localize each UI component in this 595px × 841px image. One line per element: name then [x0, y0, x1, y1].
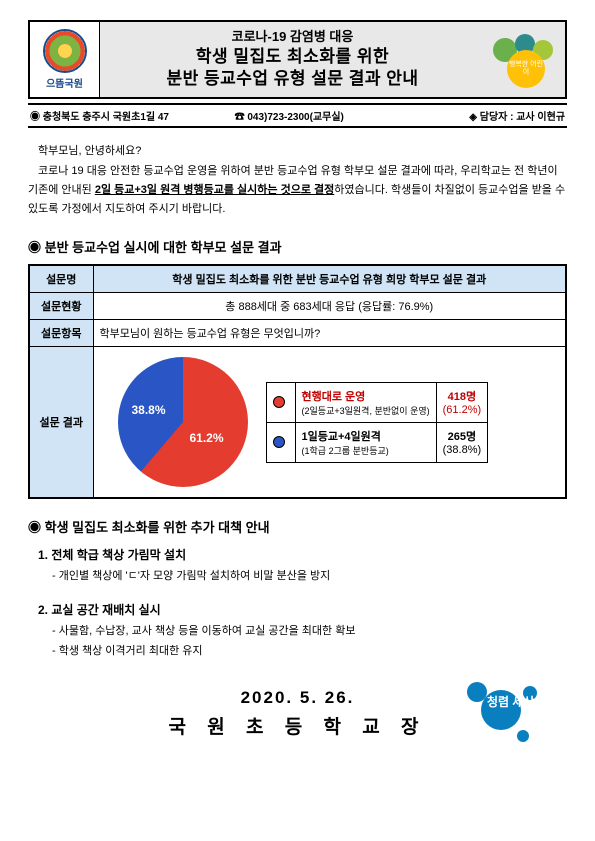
- measure-2-bullet-2: - 학생 책상 이격거리 최대한 유지: [52, 642, 567, 662]
- legend-row2-count: 265명 (38.8%): [436, 422, 488, 462]
- bubble-yellow-text: 행복한 어린이: [507, 50, 545, 88]
- td-status: 총 888세대 중 683세대 응답 (응답률: 76.9%): [93, 293, 566, 320]
- body-text: 학부모님, 안녕하세요? 코로나 19 대응 안전한 등교수업 운영을 위하여 …: [28, 142, 567, 219]
- measure-1-title: 1. 전체 학급 책상 가림막 설치: [38, 546, 567, 563]
- dot-blue-icon: [273, 436, 285, 448]
- title-line-1: 코로나-19 감염병 대응: [104, 28, 481, 46]
- title-cell: 코로나-19 감염병 대응 학생 밀집도 최소화를 위한 분반 등교수업 유형 …: [100, 22, 485, 97]
- stamp-text: 청렴 세상: [487, 696, 535, 709]
- legend-table: 현행대로 운영 (2일등교+3일원격, 분반없이 운영) 418명 (61.2%…: [266, 382, 489, 463]
- td-result: 61.2% 38.8% 현행대로 운영 (2일등교+3일원격, 분반없이 운영)…: [93, 347, 566, 499]
- measure-2-title: 2. 교실 공간 재배치 실시: [38, 601, 567, 618]
- th-name: 설문명: [29, 265, 93, 293]
- legend-row2-sub: (1학급 2그룹 분반등교): [302, 444, 430, 457]
- body-paragraph: 코로나 19 대응 안전한 등교수업 운영을 위하여 분반 등교수업 유형 학부…: [28, 162, 567, 220]
- legend-row1-title: 현행대로 운영: [302, 391, 366, 403]
- greeting: 학부모님, 안녕하세요?: [28, 142, 567, 161]
- measures-heading: ◉ 학생 밀집도 최소화를 위한 추가 대책 안내: [28, 517, 567, 536]
- survey-table: 설문명 학생 밀집도 최소화를 위한 분반 등교수업 유형 희망 학부모 설문 …: [28, 264, 567, 499]
- td-name: 학생 밀집도 최소화를 위한 분반 등교수업 유형 희망 학부모 설문 결과: [93, 265, 566, 293]
- legend-row1-label: 현행대로 운영 (2일등교+3일원격, 분반없이 운영): [295, 382, 436, 422]
- pie-chart: 61.2% 38.8%: [118, 357, 248, 487]
- school-logo-icon: [43, 29, 87, 73]
- info-address: ◉ 충청북도 충주시 국원초1길 47: [30, 108, 235, 123]
- legend-row2-title: 1일등교+4일원격: [302, 431, 381, 443]
- deco-cell: 행복한 어린이: [485, 22, 565, 97]
- legend-dot-red-cell: [266, 382, 295, 422]
- info-bar: ◉ 충청북도 충주시 국원초1길 47 ☎ 043)723-2300(교무실) …: [28, 103, 567, 128]
- th-status: 설문현황: [29, 293, 93, 320]
- footer: 2020. 5. 26. 국 원 초 등 학 교 장 청렴 세상: [28, 688, 567, 739]
- bubble-deco-icon: 행복한 어린이: [493, 34, 557, 86]
- logo-text: 으뜸국원: [46, 75, 83, 90]
- info-manager: ◈ 담당자 : 교사 이현규: [408, 108, 565, 123]
- header-box: 으뜸국원 코로나-19 감염병 대응 학생 밀집도 최소화를 위한 분반 등교수…: [28, 20, 567, 99]
- pie-blue-pct: 38.8%: [132, 403, 166, 417]
- th-item: 설문항목: [29, 320, 93, 347]
- legend-row1-pct: (61.2%): [443, 404, 482, 416]
- td-item: 학부모님이 원하는 등교수업 유형은 무엇입니까?: [93, 320, 566, 347]
- survey-section-heading: ◉ 분반 등교수업 실시에 대한 학부모 설문 결과: [28, 237, 567, 256]
- legend-row1-sub: (2일등교+3일원격, 분반없이 운영): [302, 404, 430, 417]
- legend-row2-pct: (38.8%): [443, 444, 482, 456]
- body-underline: 2일 등교+3일 원격 병행등교를 실시하는 것으로 결정: [95, 184, 334, 196]
- title-line-3: 분반 등교수업 유형 설문 결과 안내: [104, 68, 481, 91]
- legend-row2-label: 1일등교+4일원격 (1학급 2그룹 분반등교): [295, 422, 436, 462]
- legend-row1-countv: 418명: [448, 391, 476, 403]
- measure-1-bullet-1: - 개인별 책상에 'ㄷ'자 모양 가림막 설치하여 비말 분산을 방지: [52, 567, 567, 587]
- th-result: 설문 결과: [29, 347, 93, 499]
- stamp-icon: 청렴 세상: [467, 682, 537, 744]
- pie-red-pct: 61.2%: [189, 431, 223, 445]
- legend-row2-countv: 265명: [448, 431, 476, 443]
- measure-2-bullet-1: - 사물함, 수납장, 교사 책상 등을 이동하여 교실 공간을 최대한 확보: [52, 622, 567, 642]
- legend-dot-blue-cell: [266, 422, 295, 462]
- title-line-2: 학생 밀집도 최소화를 위한: [104, 46, 481, 69]
- dot-red-icon: [273, 396, 285, 408]
- legend-row1-count: 418명 (61.2%): [436, 382, 488, 422]
- logo-cell: 으뜸국원: [30, 22, 100, 97]
- info-tel: ☎ 043)723-2300(교무실): [235, 108, 408, 123]
